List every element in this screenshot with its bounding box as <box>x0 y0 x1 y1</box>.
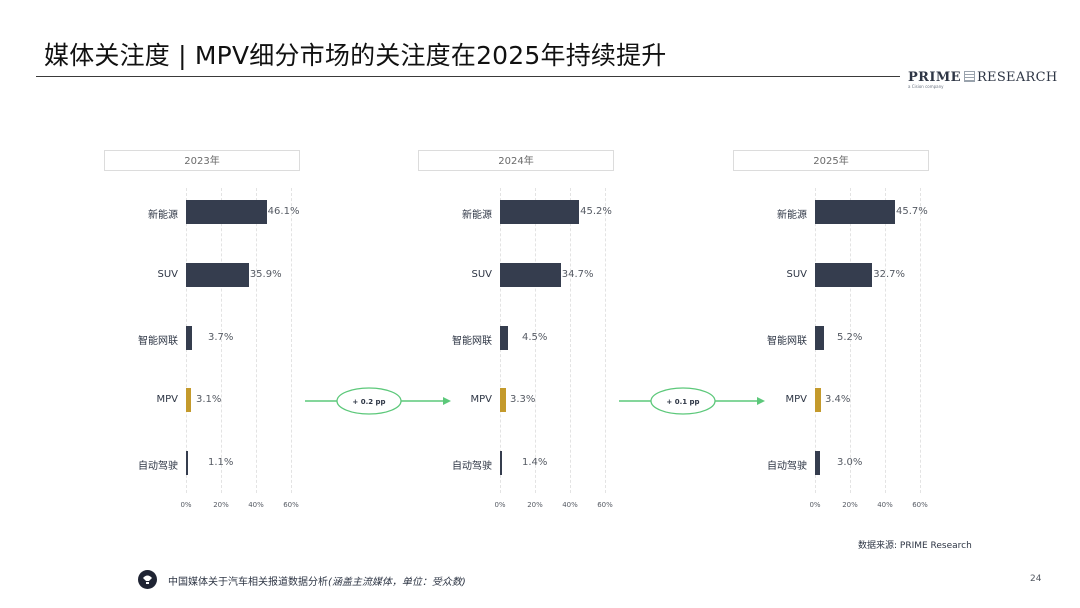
category-label: MPV <box>785 394 808 405</box>
chart-panel: 2024年 0% 20% 40% 60% 新能源 45.2% SUV 34.7% 智能网联 4.5%… <box>418 150 648 530</box>
data-source: 数据来源: PRIME Research <box>858 541 972 551</box>
bar <box>815 388 821 412</box>
brand-mark-icon <box>963 71 975 82</box>
category-label: SUV <box>471 269 492 280</box>
bar <box>815 326 825 350</box>
value-label: 45.7% <box>895 206 928 217</box>
x-tick-label: 20% <box>213 501 229 509</box>
category-label: 智能网联 <box>452 336 492 347</box>
bar <box>500 326 508 350</box>
category-label: 新能源 <box>148 210 178 221</box>
x-tick-label: 40% <box>877 501 893 509</box>
x-tick-label: 20% <box>527 501 543 509</box>
x-tick-label: 0% <box>494 501 506 509</box>
bar <box>186 263 249 287</box>
bar <box>500 200 580 224</box>
category-label: 自动驾驶 <box>138 461 178 472</box>
page-title: 媒体关注度 | MPV细分市场的关注度在2025年持续提升 <box>44 41 667 70</box>
bar <box>815 200 895 224</box>
x-tick-label: 40% <box>248 501 264 509</box>
x-tick-label: 60% <box>283 501 299 509</box>
panel-title: 2025年 <box>733 150 929 171</box>
chart-panel: 2025年 0% 20% 40% 60% 新能源 45.7% SUV 32.7% 智能网联 5.2%… <box>733 150 963 530</box>
x-tick-label: 40% <box>562 501 578 509</box>
bar <box>186 326 193 350</box>
page-number: 24 <box>1030 574 1042 584</box>
grid-line <box>850 188 851 493</box>
chart-panel: 2023年 0% 20% 40% 60% 新能源 46.1% SUV 35.9% 智能网联 3.7%… <box>104 150 334 530</box>
bar <box>500 263 561 287</box>
bar <box>500 451 503 475</box>
category-label: 新能源 <box>777 210 807 221</box>
value-label: 3.1% <box>196 394 222 405</box>
bar <box>186 200 267 224</box>
change-label: + 0.1 pp <box>666 398 699 406</box>
arrow-head-icon <box>443 397 451 405</box>
category-label: MPV <box>470 394 493 405</box>
grid-line <box>256 188 257 493</box>
change-arrow-2023-2024: + 0.2 pp <box>305 387 451 415</box>
x-tick-label: 0% <box>809 501 821 509</box>
value-label: 3.4% <box>825 394 851 405</box>
grid-line <box>291 188 292 493</box>
value-label: 1.4% <box>522 457 548 468</box>
value-label: 35.9% <box>249 269 282 280</box>
x-tick-label: 60% <box>597 501 613 509</box>
category-label: 智能网联 <box>767 336 807 347</box>
footer-text: 中国媒体关于汽车相关报道数据分析(涵盖主流媒体，单位：受众数) <box>168 573 466 588</box>
bar <box>815 451 821 475</box>
grid-line <box>221 188 222 493</box>
grid-line <box>885 188 886 493</box>
value-label: 46.1% <box>267 206 300 217</box>
bar <box>186 388 192 412</box>
title-divider <box>36 76 900 77</box>
arrow-badge <box>650 387 716 415</box>
value-label: 45.2% <box>580 206 612 217</box>
value-label: 3.3% <box>510 394 536 405</box>
grid-line <box>570 188 571 493</box>
bar <box>500 388 506 412</box>
category-label: 自动驾驶 <box>767 461 807 472</box>
x-tick-label: 20% <box>842 501 858 509</box>
grid-line <box>605 188 606 493</box>
x-tick-label: 60% <box>912 501 928 509</box>
x-tick-label: 0% <box>180 501 192 509</box>
category-label: SUV <box>786 269 807 280</box>
category-label: SUV <box>157 269 178 280</box>
value-label: 4.5% <box>522 332 548 343</box>
footer-note: (涵盖主流媒体，单位：受众数) <box>328 577 466 588</box>
arrow-head-icon <box>757 397 765 405</box>
brand-tagline: a Cision company <box>908 84 944 89</box>
arrow-badge <box>336 387 402 415</box>
change-label: + 0.2 pp <box>352 398 385 406</box>
value-label: 5.2% <box>837 332 863 343</box>
bar <box>815 263 873 287</box>
panel-title: 2024年 <box>418 150 614 171</box>
brand-primary: PRIME <box>908 70 961 85</box>
grid-line <box>535 188 536 493</box>
value-label: 32.7% <box>873 269 905 280</box>
panel-title: 2023年 <box>104 150 300 171</box>
value-label: 3.7% <box>208 332 234 343</box>
value-label: 1.1% <box>208 457 234 468</box>
brand-logo: PRIME RESEARCH a Cision company <box>908 66 1058 89</box>
bar <box>186 451 188 475</box>
change-arrow-2024-2025: + 0.1 pp <box>619 387 765 415</box>
category-label: 自动驾驶 <box>452 461 492 472</box>
value-label: 3.0% <box>837 457 863 468</box>
value-label: 34.7% <box>561 269 594 280</box>
category-label: 新能源 <box>462 210 492 221</box>
footer-description: 中国媒体关于汽车相关报道数据分析 <box>168 577 328 588</box>
brand-secondary: RESEARCH <box>976 70 1058 85</box>
category-label: MPV <box>156 394 179 405</box>
category-label: 智能网联 <box>138 336 178 347</box>
lightbulb-icon <box>138 570 157 589</box>
grid-line <box>920 188 921 493</box>
